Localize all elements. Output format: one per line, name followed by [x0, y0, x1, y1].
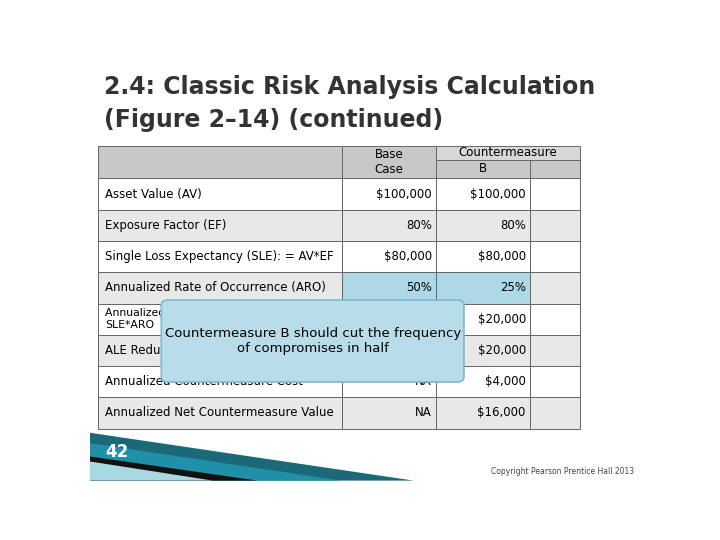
Bar — [436, 397, 530, 429]
Bar — [436, 303, 530, 335]
Text: $80,000: $80,000 — [477, 250, 526, 263]
Bar — [530, 159, 580, 178]
Text: 80%: 80% — [406, 219, 432, 232]
Bar — [530, 335, 580, 366]
Polygon shape — [90, 443, 341, 481]
Bar — [342, 397, 436, 429]
Bar — [342, 303, 436, 335]
Text: Annualized Net Countermeasure Value: Annualized Net Countermeasure Value — [105, 407, 333, 420]
Bar — [436, 272, 530, 303]
Text: $20,000: $20,000 — [477, 344, 526, 357]
Text: NA: NA — [415, 344, 432, 357]
Text: $16,000: $16,000 — [477, 407, 526, 420]
Text: Annualized Rate of Occurrence (ARO): Annualized Rate of Occurrence (ARO) — [105, 281, 325, 294]
Text: 50%: 50% — [406, 281, 432, 294]
Text: $40,000: $40,000 — [384, 313, 432, 326]
Bar — [342, 178, 436, 210]
Polygon shape — [90, 462, 213, 481]
Bar — [99, 210, 342, 241]
Text: Base
Case: Base Case — [374, 148, 403, 176]
Bar — [530, 272, 580, 303]
Text: $4,000: $4,000 — [485, 375, 526, 388]
Bar — [530, 210, 580, 241]
Text: Exposure Factor (EF): Exposure Factor (EF) — [105, 219, 226, 232]
Text: 80%: 80% — [500, 219, 526, 232]
Bar — [436, 178, 530, 210]
Text: Asset Value (AV): Asset Value (AV) — [105, 187, 202, 200]
Text: Annualized Countermeasure Cost: Annualized Countermeasure Cost — [105, 375, 303, 388]
Bar — [436, 210, 530, 241]
Bar — [342, 272, 436, 303]
Text: Copyright Pearson Prentice Hall 2013: Copyright Pearson Prentice Hall 2013 — [491, 467, 634, 476]
Bar — [99, 303, 342, 335]
Text: 2.4: Classic Risk Analysis Calculation: 2.4: Classic Risk Analysis Calculation — [104, 75, 595, 99]
Text: 42: 42 — [106, 443, 129, 461]
Bar — [530, 366, 580, 397]
Bar — [99, 366, 342, 397]
Bar — [342, 210, 436, 241]
Text: Countermeasure: Countermeasure — [459, 146, 557, 159]
Bar — [342, 335, 436, 366]
Bar — [342, 241, 436, 272]
Bar — [436, 146, 580, 159]
Bar — [99, 178, 342, 210]
Bar — [342, 366, 436, 397]
Bar — [99, 146, 342, 178]
Text: Single Loss Expectancy (SLE): = AV*EF: Single Loss Expectancy (SLE): = AV*EF — [105, 250, 333, 263]
Bar — [436, 241, 530, 272]
Text: 25%: 25% — [500, 281, 526, 294]
Bar — [99, 272, 342, 303]
Bar — [99, 397, 342, 429]
Text: Annualized Loss Expectancy (ALE): =
SLE*ARO: Annualized Loss Expectancy (ALE): = SLE*… — [105, 308, 307, 330]
Text: $80,000: $80,000 — [384, 250, 432, 263]
Text: ALE Reduction (after countermeasure): ALE Reduction (after countermeasure) — [105, 344, 331, 357]
Text: (Figure 2–14) (continued): (Figure 2–14) (continued) — [104, 109, 443, 132]
Bar — [530, 303, 580, 335]
Text: $100,000: $100,000 — [377, 187, 432, 200]
Bar — [99, 241, 342, 272]
Text: $100,000: $100,000 — [470, 187, 526, 200]
Text: NA: NA — [415, 407, 432, 420]
Polygon shape — [90, 456, 258, 481]
Text: NA: NA — [415, 375, 432, 388]
Bar — [436, 159, 530, 178]
Bar — [342, 146, 436, 178]
Text: Countermeasure B should cut the frequency
of compromises in half: Countermeasure B should cut the frequenc… — [164, 327, 461, 355]
FancyBboxPatch shape — [161, 300, 464, 382]
Bar — [530, 241, 580, 272]
Bar — [530, 178, 580, 210]
Bar — [436, 366, 530, 397]
Text: B: B — [479, 163, 487, 176]
Text: $20,000: $20,000 — [477, 313, 526, 326]
Bar — [530, 397, 580, 429]
Bar — [436, 335, 530, 366]
Polygon shape — [90, 433, 413, 481]
Bar — [99, 335, 342, 366]
